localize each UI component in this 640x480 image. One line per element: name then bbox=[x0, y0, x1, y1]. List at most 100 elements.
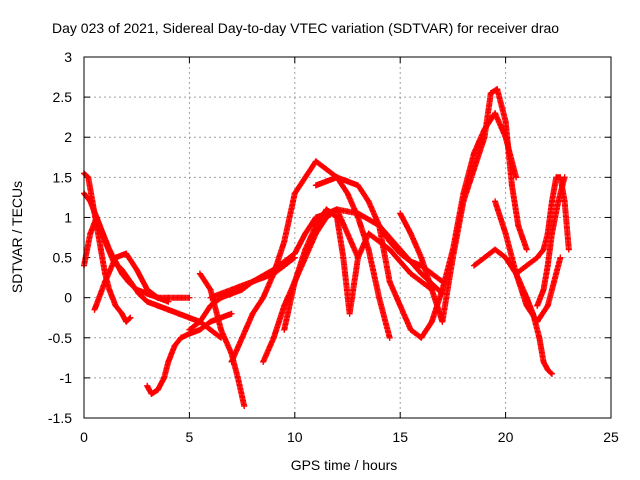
data-point bbox=[144, 286, 151, 293]
marker-path bbox=[228, 158, 393, 365]
series-arc-14 bbox=[397, 86, 530, 325]
data-point bbox=[154, 294, 161, 301]
data-point bbox=[218, 326, 225, 333]
data-point bbox=[397, 250, 404, 257]
data-point bbox=[123, 250, 130, 257]
data-point bbox=[127, 278, 134, 285]
x-tick-label: 25 bbox=[603, 429, 619, 445]
x-tick-label: 5 bbox=[186, 429, 194, 445]
data-point bbox=[365, 198, 372, 205]
data-point bbox=[470, 262, 477, 269]
data-point bbox=[234, 374, 241, 381]
marker-path bbox=[397, 86, 530, 325]
y-tick-label: 2 bbox=[64, 129, 72, 145]
data-point bbox=[239, 334, 246, 341]
data-point bbox=[175, 310, 182, 317]
data-point bbox=[523, 294, 530, 301]
data-point bbox=[154, 386, 161, 393]
plot-frame bbox=[83, 56, 612, 419]
x-axis-label: GPS time / hours bbox=[291, 457, 398, 473]
y-tick-label: 1 bbox=[64, 209, 72, 225]
data-point bbox=[291, 190, 298, 197]
data-point bbox=[508, 182, 515, 189]
data-point bbox=[196, 318, 203, 325]
data-point bbox=[397, 210, 404, 217]
data-point bbox=[302, 174, 309, 181]
data-point bbox=[165, 358, 172, 365]
data-point bbox=[270, 270, 277, 277]
data-point bbox=[112, 254, 119, 261]
data-point bbox=[492, 110, 499, 117]
data-point bbox=[228, 286, 235, 293]
data-point bbox=[386, 334, 393, 341]
y-tick-labels: -1.5 -1 -0.5 0 0.5 1 1.5 2 2.5 3 bbox=[48, 49, 72, 426]
data-point bbox=[418, 278, 425, 285]
data-point bbox=[386, 278, 393, 285]
data-point bbox=[407, 230, 414, 237]
data-point bbox=[540, 246, 547, 253]
data-point bbox=[407, 258, 414, 265]
series-arc-17 bbox=[502, 174, 572, 277]
data-point bbox=[260, 358, 267, 365]
data-point bbox=[171, 342, 178, 349]
data-point bbox=[439, 286, 446, 293]
data-point bbox=[323, 206, 330, 213]
data-point bbox=[548, 370, 555, 377]
data-point bbox=[281, 302, 288, 309]
data-point bbox=[534, 254, 541, 261]
data-point bbox=[175, 294, 182, 301]
data-point bbox=[555, 198, 562, 205]
data-point bbox=[241, 402, 248, 409]
data-point bbox=[515, 222, 522, 229]
data-point bbox=[460, 198, 467, 205]
data-point bbox=[281, 238, 288, 245]
data-point bbox=[540, 358, 547, 365]
series-arc-18 bbox=[534, 174, 568, 309]
data-point bbox=[207, 318, 214, 325]
data-point bbox=[481, 134, 488, 141]
data-point bbox=[513, 174, 520, 181]
data-point bbox=[523, 262, 530, 269]
data-point bbox=[186, 314, 193, 321]
data-point bbox=[118, 266, 125, 273]
y-tick-label: 2.5 bbox=[53, 89, 73, 105]
data-point bbox=[323, 214, 330, 221]
data-point bbox=[565, 246, 572, 253]
x-tick-labels: 0 5 10 15 20 25 bbox=[80, 429, 619, 445]
data-point bbox=[544, 302, 551, 309]
y-tick-label: -0.5 bbox=[48, 330, 72, 346]
data-point bbox=[207, 302, 214, 309]
data-point bbox=[291, 250, 298, 257]
data-point bbox=[376, 294, 383, 301]
y-tick-label: 0 bbox=[64, 290, 72, 306]
data-point bbox=[439, 318, 446, 325]
y-tick-label: 3 bbox=[64, 49, 72, 65]
y-tick-label: -1.5 bbox=[48, 410, 72, 426]
data-point bbox=[513, 270, 520, 277]
data-point bbox=[397, 258, 404, 265]
data-point bbox=[302, 230, 309, 237]
y-axis-label: SDTVAR / TECUs bbox=[9, 181, 25, 293]
data-point bbox=[340, 254, 347, 261]
data-point bbox=[551, 278, 558, 285]
data-point bbox=[228, 358, 235, 365]
data-point bbox=[548, 198, 555, 205]
data-point bbox=[418, 270, 425, 277]
data-point bbox=[502, 230, 509, 237]
data-point bbox=[135, 290, 142, 297]
data-point bbox=[333, 214, 340, 221]
data-point bbox=[355, 214, 362, 221]
data-point bbox=[291, 278, 298, 285]
data-point bbox=[161, 374, 168, 381]
data-point bbox=[346, 310, 353, 317]
x-tick-label: 20 bbox=[498, 429, 514, 445]
data-point bbox=[502, 118, 509, 125]
series-arc-4 bbox=[91, 250, 172, 313]
data-point bbox=[312, 182, 319, 189]
data-point bbox=[355, 254, 362, 261]
data-point bbox=[492, 246, 499, 253]
data-point bbox=[530, 310, 537, 317]
data-point bbox=[97, 246, 104, 253]
data-point bbox=[418, 254, 425, 261]
